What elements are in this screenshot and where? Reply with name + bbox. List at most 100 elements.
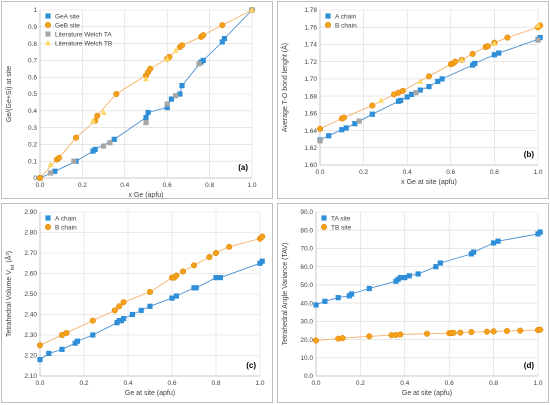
data-point xyxy=(190,262,198,269)
data-point xyxy=(484,43,491,50)
data-point xyxy=(196,61,202,67)
data-point xyxy=(36,174,44,182)
x-tick-label: 0.2 xyxy=(79,380,88,387)
legend-marker xyxy=(45,13,51,19)
data-point xyxy=(90,332,96,338)
data-point xyxy=(259,233,266,240)
x-axis-title: Ge at site (apfu) xyxy=(402,390,452,397)
data-point xyxy=(426,84,432,90)
data-point xyxy=(339,335,346,342)
data-point xyxy=(178,42,186,49)
data-point xyxy=(399,87,406,94)
y-tick-label: 90.0 xyxy=(300,209,313,216)
data-point xyxy=(90,117,96,124)
data-point xyxy=(71,158,77,164)
chart-svg-a: 0 0.1 0.2 0.3 0.4 0.5 0.6 0.7 0.8 0.9 1 0.0 0.2 0.4 0.… xyxy=(6,6,257,198)
data-point xyxy=(378,97,385,103)
data-point xyxy=(63,329,70,336)
data-point xyxy=(469,50,476,57)
y-tick-label: 0.3 xyxy=(28,125,37,132)
data-point xyxy=(147,303,153,309)
y-tick-label: 1.70 xyxy=(304,76,317,83)
legend-marker xyxy=(45,31,51,37)
data-point xyxy=(169,295,175,301)
x-tick-label: 1.0 xyxy=(247,182,256,189)
data-point xyxy=(366,333,373,340)
y-axis-title: Tetrahedral Angle Variance (TAV) xyxy=(282,243,289,346)
y-tick-label: 1.68 xyxy=(304,93,317,100)
data-point xyxy=(145,109,151,116)
y-tick-label: 0.0 xyxy=(304,373,313,380)
x-tick-label: 0.6 xyxy=(163,182,172,189)
data-point xyxy=(423,330,431,337)
x-tick-label: 0.4 xyxy=(400,380,409,387)
series-points-b-chain xyxy=(316,22,544,132)
y-tick-label: 1.62 xyxy=(304,145,317,152)
y-tick-label: 0.8 xyxy=(28,41,37,48)
y-tick-label: 1.66 xyxy=(304,111,317,118)
data-point xyxy=(468,329,475,336)
chart-panel-d: 0.0 10.0 20.0 30.0 40.0 50.0 60.0 70.0 80.0 90.0 0… xyxy=(277,203,549,403)
data-point xyxy=(404,94,410,100)
data-point xyxy=(326,133,332,139)
legend-marker xyxy=(321,215,327,221)
data-point xyxy=(226,243,233,250)
data-point xyxy=(450,329,457,336)
y-tick-label: 1.72 xyxy=(304,59,317,66)
legend-marker xyxy=(324,21,332,29)
y-tick-label: 0.9 xyxy=(28,24,37,31)
y-tick-label: 2.60 xyxy=(24,271,37,278)
y-tick-label: 1.64 xyxy=(304,128,317,135)
data-point xyxy=(206,254,213,261)
x-tick-label: 0.8 xyxy=(490,169,499,176)
data-point xyxy=(472,60,478,66)
data-point xyxy=(217,275,223,281)
x-tick-label: 0.8 xyxy=(211,380,220,387)
data-point xyxy=(316,125,324,132)
legend-label: TB site xyxy=(331,224,352,231)
series-points-geb-site xyxy=(36,6,256,182)
y-tick-label: 60.0 xyxy=(300,264,313,271)
chart-panel-c: 2.10 2.20 2.30 2.40 2.50 2.60 2.70 2.80 2.90 0.0 0… xyxy=(1,203,273,403)
x-tick-label: 0.0 xyxy=(315,169,324,176)
x-tick-label: 1.0 xyxy=(533,380,542,387)
y-axis-title: Tetrahedral Volume Vtet (Å³) xyxy=(4,251,16,337)
series-points-ta-site xyxy=(313,229,543,308)
y-tick-label: 2.10 xyxy=(24,373,37,380)
data-point xyxy=(435,78,441,85)
data-point xyxy=(537,229,543,235)
data-point xyxy=(59,346,65,352)
x-tick-label: 1.0 xyxy=(533,169,542,176)
y-tick-label: 1.60 xyxy=(304,162,317,169)
data-point xyxy=(369,102,376,109)
data-point xyxy=(490,328,497,335)
y-tick-label: 30.0 xyxy=(300,319,313,326)
y-tick-label: 0.4 xyxy=(28,108,37,115)
x-tick-label: 0.6 xyxy=(167,380,176,387)
y-tick-label: 50.0 xyxy=(300,282,313,289)
data-point xyxy=(47,161,54,167)
data-point xyxy=(343,125,349,131)
data-point xyxy=(173,293,179,299)
data-point xyxy=(143,119,149,126)
y-axis-title: Average T-O bond lenght (Å) xyxy=(280,43,289,132)
data-point xyxy=(457,329,464,336)
series-points-literature-a xyxy=(317,37,541,144)
data-point xyxy=(433,264,439,270)
data-point xyxy=(213,275,219,281)
data-point xyxy=(179,268,187,275)
data-point xyxy=(458,56,465,63)
x-axis-title: x Ge at site (apfu) xyxy=(401,179,457,186)
data-point xyxy=(89,317,96,324)
data-point xyxy=(312,337,320,344)
y-tick-label: 0.7 xyxy=(28,58,37,65)
data-point xyxy=(48,170,54,176)
x-axis-title: x Ge (apfu) xyxy=(128,192,163,198)
data-point xyxy=(537,326,544,333)
data-point xyxy=(504,34,511,41)
data-point xyxy=(491,40,498,46)
data-point xyxy=(322,298,328,304)
x-tick-label: 0.0 xyxy=(35,182,44,189)
data-point xyxy=(138,307,144,313)
